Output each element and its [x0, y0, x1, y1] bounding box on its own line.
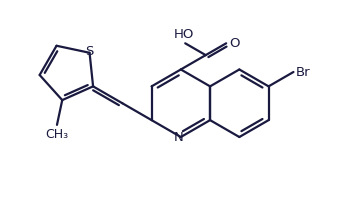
- Text: CH₃: CH₃: [46, 128, 69, 141]
- Text: N: N: [173, 130, 183, 143]
- Text: O: O: [229, 37, 239, 50]
- Text: HO: HO: [173, 28, 194, 41]
- Text: Br: Br: [296, 66, 311, 79]
- Text: S: S: [85, 45, 94, 58]
